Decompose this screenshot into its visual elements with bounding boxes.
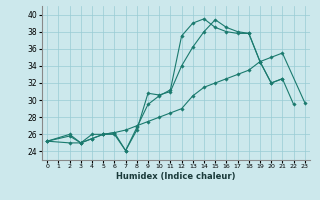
X-axis label: Humidex (Indice chaleur): Humidex (Indice chaleur): [116, 172, 236, 181]
